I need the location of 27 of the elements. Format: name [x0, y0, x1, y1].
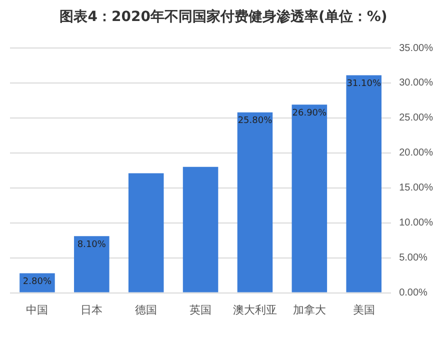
chart-title: 图表4：2020年不同国家付费健身渗透率(单位：%) [58, 8, 388, 26]
x-tick-label: 德国 [135, 304, 158, 316]
data-label: 31.10% [346, 79, 382, 90]
data-label: 2.80% [22, 277, 52, 288]
y-tick-label: 10.00% [399, 218, 434, 229]
x-tick-label: 日本 [80, 303, 103, 316]
data-label: 26.90% [292, 108, 328, 118]
data-label: 8.10% [77, 240, 106, 250]
data-label: 25.80% [238, 116, 273, 126]
y-tick-label: 0.00% [399, 288, 428, 299]
x-tick-label: 英国 [190, 303, 212, 316]
y-tick-label: 25.00% [399, 112, 434, 124]
y-tick-label: 35.00% [399, 42, 434, 54]
y-tick-label: 15.00% [399, 182, 434, 194]
x-tick-label: 加拿大 [292, 303, 326, 316]
bar [182, 166, 218, 292]
bar [292, 104, 328, 292]
bar [74, 236, 110, 292]
y-tick-label: 5.00% [399, 252, 428, 264]
x-tick-label: 澳大利亚 [232, 303, 277, 316]
bar [346, 75, 382, 292]
bar [237, 112, 273, 292]
y-tick-label: 30.00% [399, 78, 434, 89]
x-tick-label: 美国 [352, 303, 375, 316]
y-tick-label: 20.00% [399, 148, 434, 159]
x-tick-label: 中国 [26, 303, 48, 316]
bar [128, 173, 164, 292]
